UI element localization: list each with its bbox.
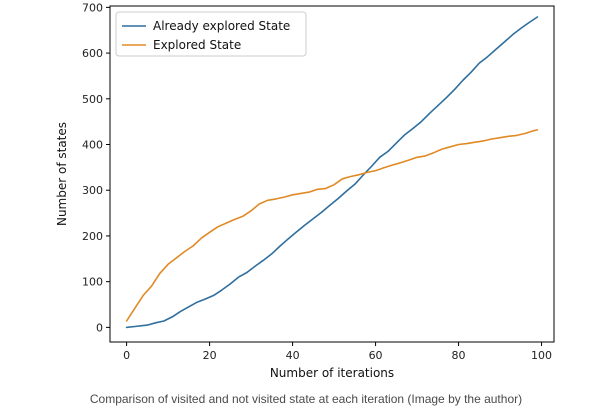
series-layer bbox=[125, 16, 539, 329]
x-tick-label-80: 80 bbox=[452, 349, 466, 362]
x-tick-label-60: 60 bbox=[369, 349, 383, 362]
series-line-0 bbox=[125, 16, 539, 329]
y-tick-label-200: 200 bbox=[82, 230, 103, 243]
y-tick-label-700: 700 bbox=[82, 1, 103, 14]
y-tick-label-100: 100 bbox=[82, 276, 103, 289]
y-tick-label-500: 500 bbox=[82, 93, 103, 106]
y-tick-label-0: 0 bbox=[96, 321, 103, 334]
x-tick-label-20: 20 bbox=[203, 349, 217, 362]
figure-caption: Comparison of visited and not visited st… bbox=[89, 392, 523, 406]
x-tick-label-100: 100 bbox=[531, 349, 552, 362]
y-axis: 0 100 200 300 400 500 600 700 bbox=[82, 1, 110, 334]
y-axis-label: Number of states bbox=[55, 122, 69, 226]
legend-label-explored: Explored State bbox=[153, 38, 241, 52]
y-tick-label-400: 400 bbox=[82, 139, 103, 152]
x-tick-label-0: 0 bbox=[123, 349, 130, 362]
x-tick-label-40: 40 bbox=[286, 349, 300, 362]
y-tick-label-300: 300 bbox=[82, 184, 103, 197]
legend-box bbox=[115, 11, 307, 57]
legend-label-already-explored: Already explored State bbox=[153, 19, 290, 33]
series-line-1 bbox=[125, 129, 539, 322]
x-axis-label: Number of iterations bbox=[270, 366, 394, 380]
x-axis: 0 20 40 60 80 100 bbox=[123, 342, 552, 362]
legend: Already explored State Explored State bbox=[115, 11, 307, 57]
y-tick-label-600: 600 bbox=[82, 47, 103, 60]
plot-frame bbox=[109, 5, 555, 343]
line-chart: 0 20 40 60 80 100 0 100 200 300 400 500 600 700 Numb… bbox=[55, 1, 555, 380]
